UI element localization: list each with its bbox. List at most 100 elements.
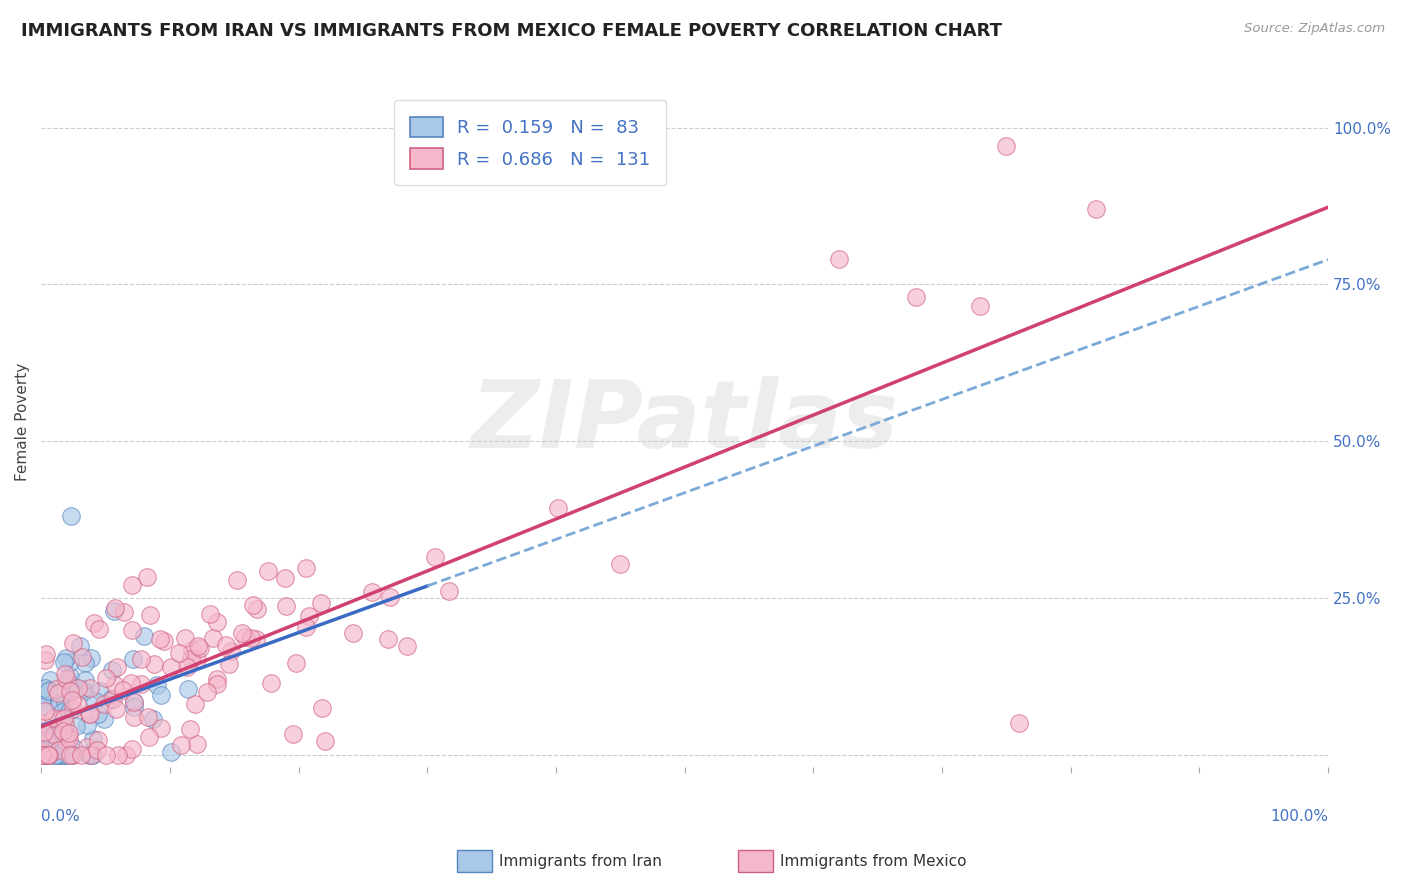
Point: [378, 590, 401, 604]
Point: [46, 686, 69, 700]
Point: [170, 738, 193, 752]
Point: [51, 734, 73, 748]
Point: [48, 696, 70, 710]
Point: [96, 747, 118, 762]
Point: [186, 738, 208, 752]
Point: [160, 660, 183, 674]
Point: [75, 673, 97, 687]
Point: [51, 705, 73, 719]
Point: [609, 558, 631, 572]
Point: [66, 698, 89, 712]
Y-axis label: Female Poverty: Female Poverty: [15, 363, 30, 482]
Point: [115, 747, 138, 762]
Point: [56, 747, 79, 762]
Point: [218, 657, 240, 671]
Point: [257, 564, 280, 578]
Point: [176, 659, 198, 673]
Point: [281, 727, 304, 741]
Point: [77, 747, 100, 762]
Point: [77, 706, 100, 721]
Point: [70, 649, 93, 664]
Point: [186, 652, 208, 666]
Point: [56, 729, 79, 743]
Point: [94, 671, 117, 685]
Point: [233, 630, 256, 644]
Point: [53, 711, 76, 725]
Point: [159, 745, 181, 759]
Point: [149, 632, 172, 646]
Point: [31, 747, 53, 762]
Point: [52, 720, 75, 734]
Point: [63, 740, 86, 755]
Point: [48, 747, 70, 762]
Point: [174, 632, 197, 646]
Point: [83, 694, 105, 708]
Point: [101, 692, 124, 706]
Point: [35, 747, 58, 762]
Point: [259, 675, 281, 690]
Point: [150, 721, 173, 735]
Point: [295, 620, 318, 634]
Point: [87, 622, 110, 636]
Point: [153, 634, 176, 648]
Point: [121, 624, 143, 638]
Point: [70, 747, 93, 762]
Point: [104, 678, 127, 692]
Point: [905, 290, 928, 304]
Point: [80, 747, 103, 762]
Point: [139, 607, 162, 622]
Point: [179, 722, 201, 736]
Point: [53, 729, 76, 743]
Point: [205, 677, 228, 691]
Point: [143, 657, 166, 671]
Point: [1085, 202, 1108, 216]
Point: [134, 629, 156, 643]
Point: [150, 688, 173, 702]
Point: [48, 712, 70, 726]
Point: [79, 746, 101, 760]
Point: [995, 139, 1018, 153]
Point: [32, 698, 55, 713]
Point: [56, 673, 79, 688]
Point: [37, 747, 59, 762]
Point: [58, 732, 80, 747]
Point: [51, 747, 73, 762]
Text: IMMIGRANTS FROM IRAN VS IMMIGRANTS FROM MEXICO FEMALE POVERTY CORRELATION CHART: IMMIGRANTS FROM IRAN VS IMMIGRANTS FROM …: [21, 22, 1002, 40]
Point: [44, 747, 66, 762]
Point: [42, 729, 65, 743]
Point: [124, 709, 146, 723]
Point: [53, 732, 76, 747]
Text: 0.0%: 0.0%: [41, 809, 80, 823]
Point: [360, 585, 382, 599]
Point: [52, 723, 75, 738]
Point: [245, 632, 267, 647]
Point: [276, 599, 298, 613]
Point: [184, 697, 207, 711]
Point: [103, 604, 125, 618]
Point: [311, 700, 333, 714]
Point: [53, 655, 76, 669]
Point: [195, 684, 218, 698]
Point: [39, 673, 62, 687]
Point: [37, 735, 59, 749]
Point: [104, 702, 127, 716]
Point: [342, 626, 364, 640]
Point: [46, 747, 69, 762]
Point: [101, 663, 124, 677]
Point: [39, 728, 62, 742]
Point: [59, 509, 82, 524]
Point: [34, 747, 56, 762]
Point: [62, 747, 84, 762]
Point: [396, 640, 419, 654]
Point: [76, 718, 98, 732]
Point: [60, 747, 83, 762]
Point: [969, 299, 991, 313]
Point: [138, 730, 160, 744]
Point: [45, 733, 67, 747]
Point: [46, 738, 69, 752]
Point: [437, 584, 460, 599]
Point: [122, 695, 145, 709]
Text: Immigrants from Mexico: Immigrants from Mexico: [780, 855, 967, 869]
Point: [48, 743, 70, 757]
Point: [31, 747, 53, 762]
